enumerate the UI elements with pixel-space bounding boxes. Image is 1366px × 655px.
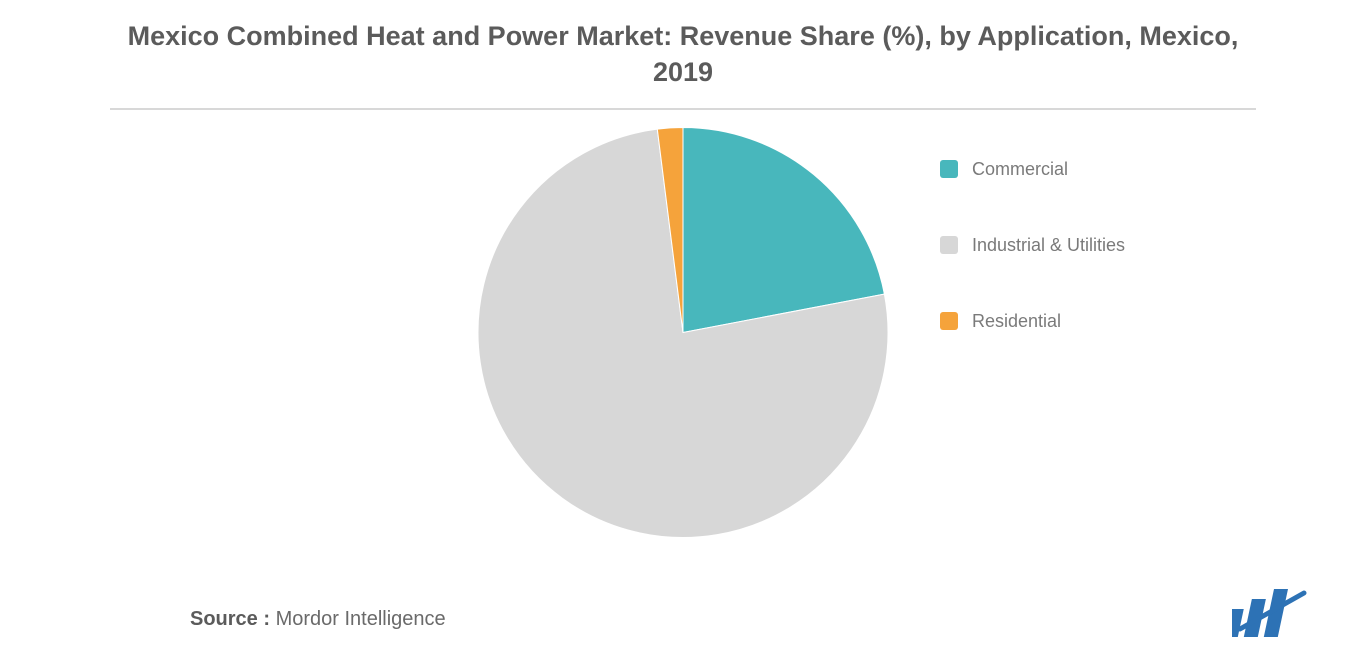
pie-chart: [478, 128, 888, 543]
source-line: Source : Mordor Intelligence: [190, 608, 446, 631]
source-prefix: Source :: [190, 608, 276, 630]
legend-label: Residential: [972, 312, 1061, 330]
legend: Commercial Industrial & Utilities Resident…: [940, 160, 1125, 388]
legend-swatch-icon: [940, 312, 958, 330]
legend-swatch-icon: [940, 160, 958, 178]
legend-item: Residential: [940, 312, 1125, 330]
legend-item: Commercial: [940, 160, 1125, 178]
legend-label: Commercial: [972, 160, 1068, 178]
chart-title-line2: 2019: [653, 57, 713, 87]
legend-swatch-icon: [940, 236, 958, 254]
pie-chart-area: [0, 115, 1366, 555]
brand-logo-icon: [1232, 589, 1310, 637]
source-text: Mordor Intelligence: [276, 608, 446, 630]
legend-item: Industrial & Utilities: [940, 236, 1125, 254]
chart-title: Mexico Combined Heat and Power Market: R…: [0, 18, 1366, 91]
chart-title-line1: Mexico Combined Heat and Power Market: R…: [128, 21, 1239, 51]
title-underline: [110, 108, 1256, 110]
legend-label: Industrial & Utilities: [972, 236, 1125, 254]
